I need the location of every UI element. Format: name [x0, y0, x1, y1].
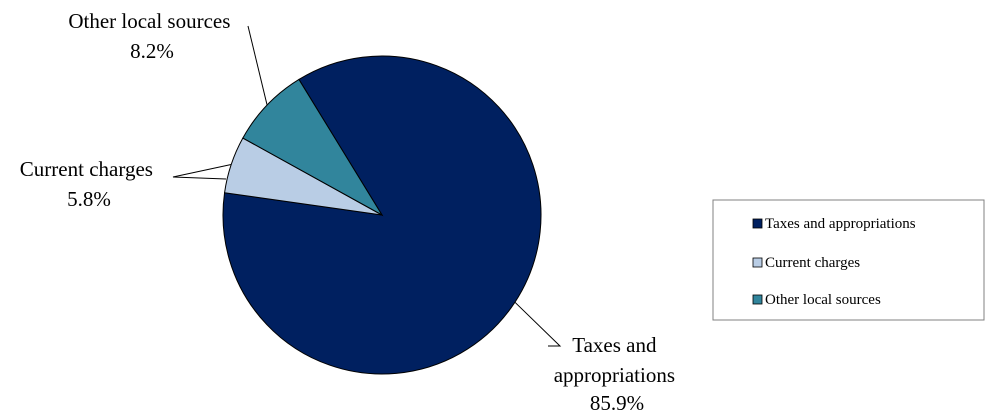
legend-entry-other-local-sources: Other local sources: [752, 292, 881, 308]
pie-slices: [222, 55, 542, 375]
legend-label-taxes-and-appropriations: Taxes and appropriations: [765, 216, 916, 232]
pie-slice-other-local-sources: [242, 78, 384, 217]
leader-lines: [172, 25, 562, 347]
legend: Taxes and appropriations Current charges…: [712, 199, 985, 321]
data-labels: Taxes and appropriations 85.9% Current c…: [20, 9, 681, 413]
legend-swatch-current-charges: [752, 257, 763, 268]
legend-label-current-charges: Current charges: [765, 255, 860, 271]
data-label-current-charges: Current charges 5.8%: [20, 157, 158, 211]
legend-entry-taxes-and-appropriations: Taxes and appropriations: [752, 216, 916, 232]
legend-label-other-local-sources: Other local sources: [765, 292, 881, 308]
data-label-other-local-sources: Other local sources 8.2%: [68, 9, 235, 63]
legend-swatch-taxes-and-appropriations: [752, 218, 763, 229]
legend-swatch-other-local-sources: [752, 294, 763, 305]
leader-line-current-charges: [172, 164, 232, 180]
data-label-taxes-and-appropriations: Taxes and appropriations 85.9%: [554, 333, 681, 413]
leader-line-taxes-and-appropriations: [514, 301, 562, 347]
leader-line-other-local-sources: [247, 25, 268, 106]
legend-entry-current-charges: Current charges: [752, 255, 860, 271]
